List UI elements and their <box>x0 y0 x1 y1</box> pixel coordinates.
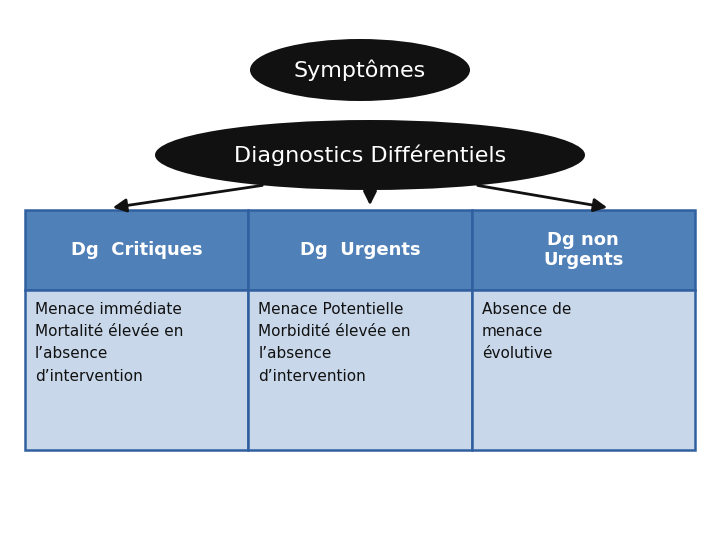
Text: Diagnostics Différentiels: Diagnostics Différentiels <box>234 144 506 166</box>
Text: Dg  Critiques: Dg Critiques <box>71 241 202 259</box>
Bar <box>25 210 248 290</box>
Bar <box>25 290 248 450</box>
Bar <box>472 210 695 290</box>
Text: Symptômes: Symptômes <box>294 59 426 81</box>
Bar <box>472 290 695 450</box>
Text: Menace Potentielle
Morbidité élevée en
l’absence
d’intervention: Menace Potentielle Morbidité élevée en l… <box>258 302 411 383</box>
Text: Dg  Urgents: Dg Urgents <box>300 241 420 259</box>
Text: Absence de
menace
évolutive: Absence de menace évolutive <box>482 302 571 361</box>
Bar <box>248 290 472 450</box>
Ellipse shape <box>250 39 470 101</box>
Ellipse shape <box>155 120 585 190</box>
Text: Dg non
Urgents: Dg non Urgents <box>543 231 624 269</box>
Text: Menace immédiate
Mortalité élevée en
l’absence
d’intervention: Menace immédiate Mortalité élevée en l’a… <box>35 302 184 383</box>
Bar <box>248 210 472 290</box>
